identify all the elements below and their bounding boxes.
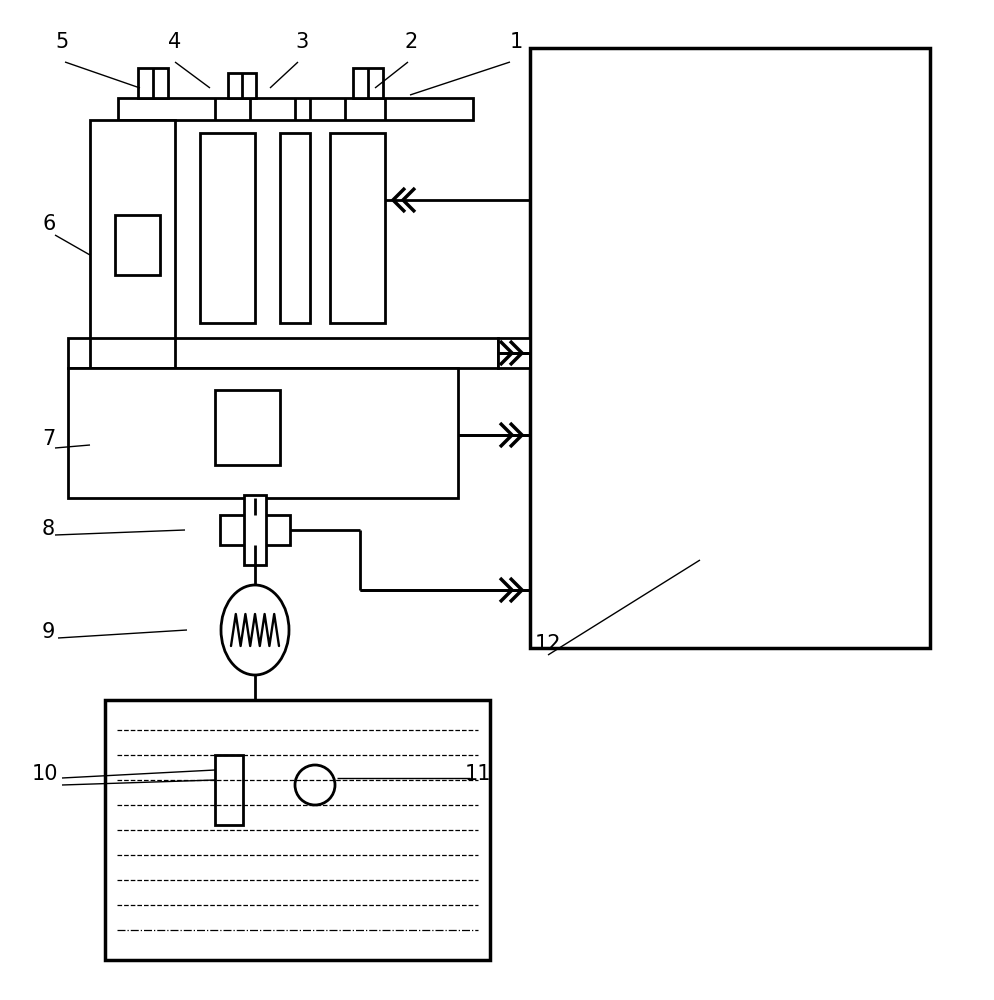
Bar <box>228 73 255 98</box>
Text: 8: 8 <box>42 519 55 539</box>
Bar <box>115 215 160 275</box>
Bar <box>215 755 243 825</box>
Bar <box>244 495 265 565</box>
Text: 2: 2 <box>405 32 417 52</box>
Text: 4: 4 <box>168 32 181 52</box>
Text: 12: 12 <box>535 634 561 654</box>
Text: 1: 1 <box>510 32 523 52</box>
Text: 9: 9 <box>42 622 56 642</box>
Ellipse shape <box>221 585 288 675</box>
Circle shape <box>294 765 335 805</box>
Bar <box>89 120 175 340</box>
Bar <box>353 68 383 98</box>
Bar <box>530 48 929 648</box>
Bar <box>330 133 385 323</box>
Bar <box>215 390 279 465</box>
Text: 5: 5 <box>55 32 69 52</box>
Bar <box>498 338 530 368</box>
Bar <box>220 515 289 545</box>
Bar <box>68 368 457 498</box>
Text: 10: 10 <box>32 764 59 784</box>
Bar <box>279 133 310 323</box>
Text: 11: 11 <box>464 764 491 784</box>
Bar <box>200 133 254 323</box>
Bar <box>138 68 168 98</box>
Text: 7: 7 <box>42 429 56 449</box>
Bar <box>68 338 498 368</box>
Text: 6: 6 <box>42 214 56 234</box>
Bar <box>105 700 489 960</box>
Text: 3: 3 <box>294 32 308 52</box>
Bar <box>118 98 472 120</box>
